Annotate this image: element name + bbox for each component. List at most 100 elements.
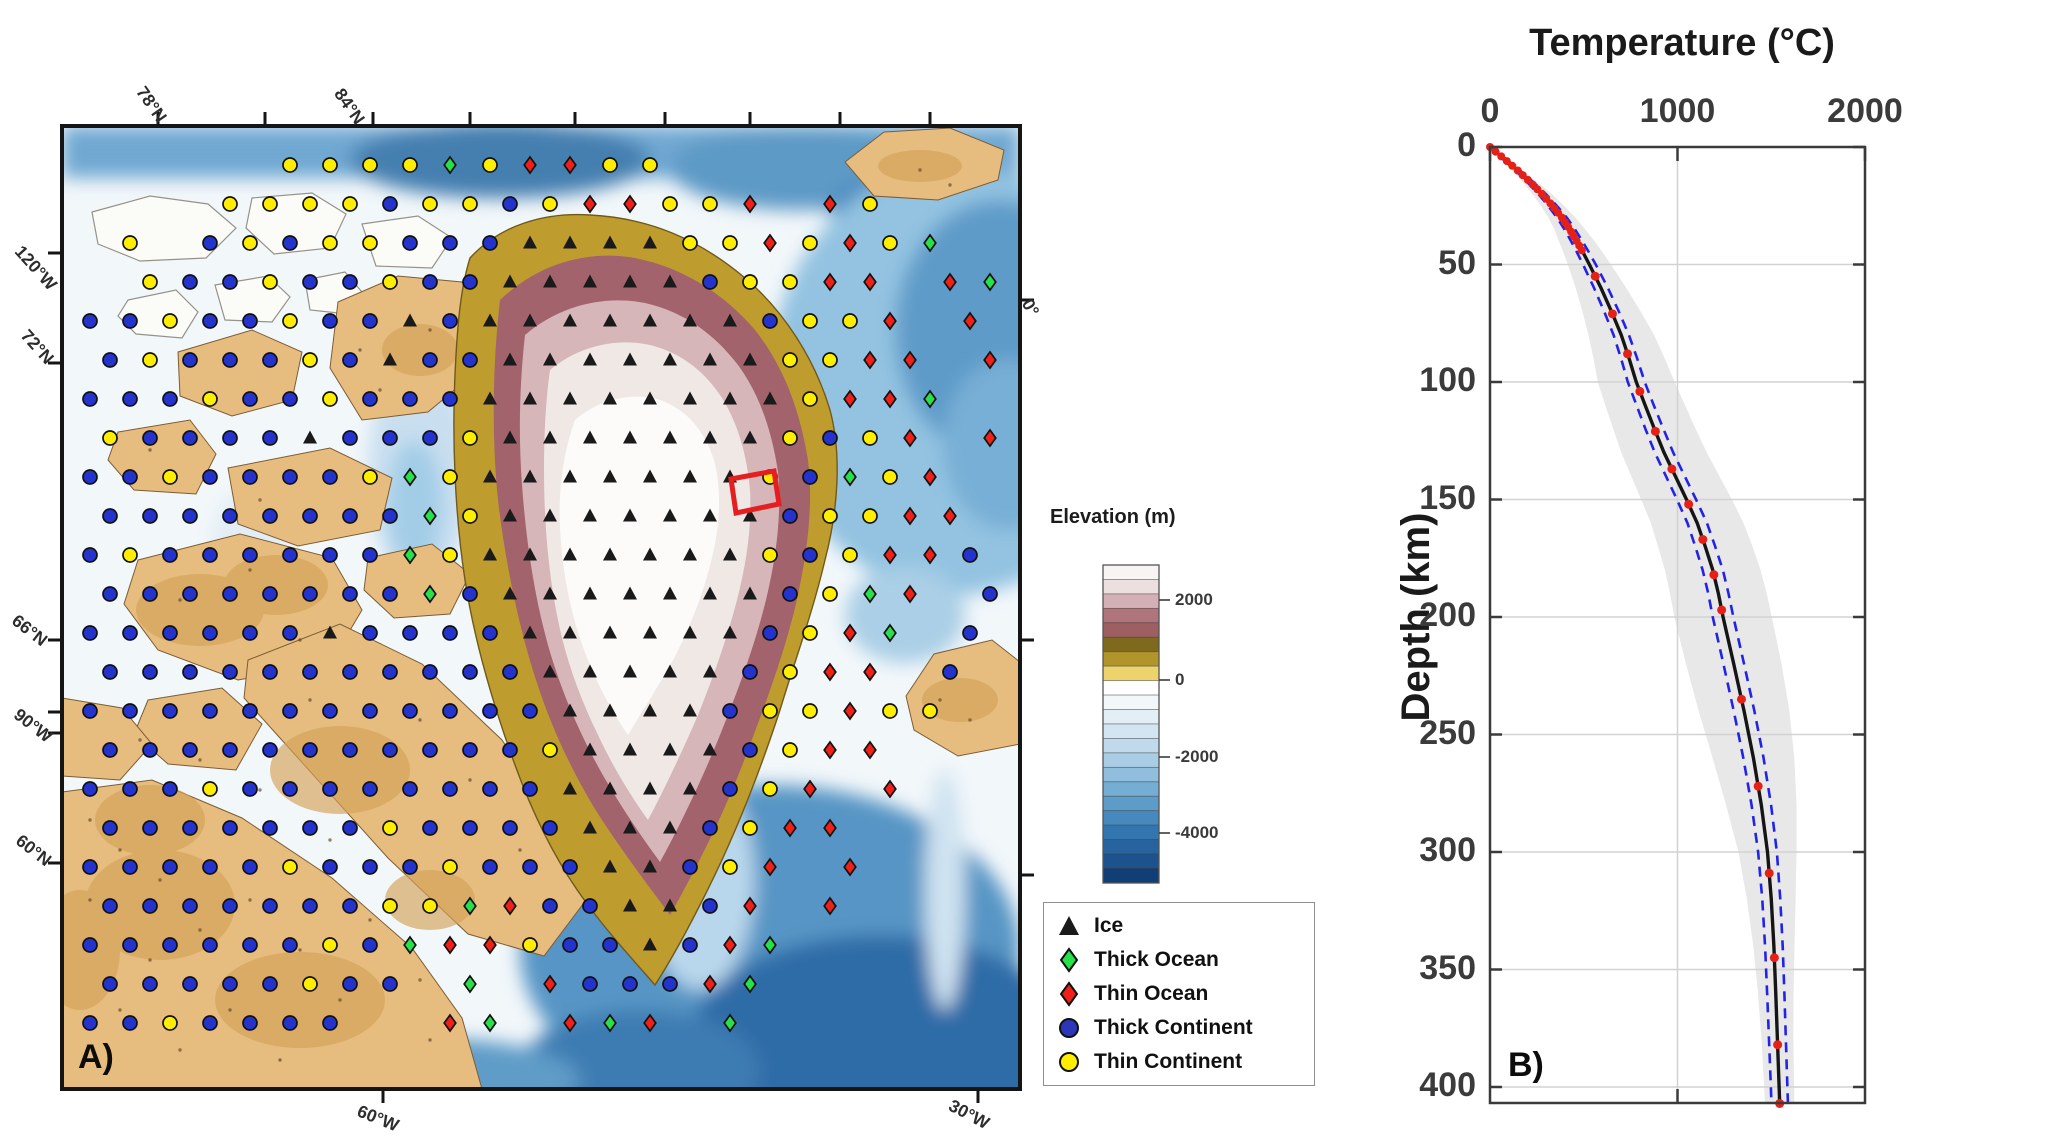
station-marker-thick-continent (242, 703, 258, 719)
station-marker-ice (683, 625, 697, 639)
station-marker-thin-continent (302, 196, 318, 212)
station-marker-thick-continent (222, 586, 238, 602)
station-marker-thick-continent (402, 235, 418, 251)
station-marker-ice (663, 742, 677, 756)
station-marker-thick-continent (262, 664, 278, 680)
colorbar-band (1102, 738, 1160, 754)
station-marker-thin-continent (462, 430, 478, 446)
station-marker-thick-continent (182, 820, 198, 836)
station-marker-ice (703, 430, 717, 444)
station-marker-ice (543, 586, 557, 600)
station-marker-ice (643, 547, 657, 561)
station-marker-ice (563, 469, 577, 483)
station-marker-thick-continent (742, 742, 758, 758)
colorbar-band (1102, 564, 1160, 580)
station-marker-thin-continent (162, 1015, 178, 1031)
station-marker-thick-continent (342, 898, 358, 914)
station-marker-thick-continent (262, 742, 278, 758)
station-marker-thick-continent (182, 274, 198, 290)
data-point (1667, 464, 1677, 474)
station-marker-ice (663, 430, 677, 444)
station-marker-thick-continent (302, 742, 318, 758)
station-marker-ice (683, 469, 697, 483)
station-marker-ice (603, 547, 617, 561)
station-marker-thick-continent (702, 898, 718, 914)
colorbar-band (1102, 723, 1160, 739)
legend-item-label: Thin Continent (1094, 1050, 1243, 1073)
station-marker-thick-continent (82, 313, 98, 329)
station-marker-thin-ocean (883, 545, 897, 565)
station-marker-ice (483, 547, 497, 561)
station-marker-thin-ocean (943, 272, 957, 292)
station-marker-ice (563, 391, 577, 405)
station-marker-ice (543, 274, 557, 288)
station-marker-thin-continent (642, 157, 658, 173)
station-marker-thin-continent (662, 196, 678, 212)
station-marker-ice (603, 781, 617, 795)
station-marker-thick-continent (582, 898, 598, 914)
station-marker-ice (683, 547, 697, 561)
station-marker-thin-ocean (983, 428, 997, 448)
station-marker-thick-continent (522, 703, 538, 719)
station-marker-ice (663, 508, 677, 522)
station-marker-thin-ocean (903, 428, 917, 448)
station-marker-ice (623, 820, 637, 834)
station-marker-thin-continent (322, 157, 338, 173)
data-point (1650, 426, 1660, 436)
y-tick-label: 200 (1419, 596, 1476, 634)
legend-item-label: Thick Continent (1094, 1016, 1253, 1039)
station-marker-thick-continent (282, 469, 298, 485)
colorbar-tick-label: -2000 (1175, 747, 1219, 766)
station-marker-thick-ocean (743, 974, 757, 994)
station-marker-thick-continent (342, 274, 358, 290)
station-marker-thin-ocean (443, 935, 457, 955)
station-marker-thick-continent (522, 781, 538, 797)
station-marker-thick-continent (302, 820, 318, 836)
station-marker-thick-continent (202, 703, 218, 719)
station-marker-thin-ocean (823, 194, 837, 214)
station-marker-thin-continent (742, 820, 758, 836)
station-marker-thick-continent (302, 586, 318, 602)
station-marker-thick-continent (502, 742, 518, 758)
station-marker-thin-continent (882, 235, 898, 251)
station-marker-thin-ocean (443, 1013, 457, 1033)
station-marker-thick-continent (142, 820, 158, 836)
station-marker-thick-continent (482, 703, 498, 719)
station-marker-thick-continent (702, 820, 718, 836)
station-marker-thin-ocean (783, 818, 797, 838)
station-marker-thick-continent (142, 430, 158, 446)
station-marker-ice (523, 469, 537, 483)
spread-band (1490, 147, 1797, 1104)
station-marker-thin-ocean (943, 506, 957, 526)
station-marker-ice (663, 664, 677, 678)
station-marker-ice (503, 352, 517, 366)
station-marker-thin-ocean (843, 701, 857, 721)
station-marker-thick-ocean (923, 233, 937, 253)
station-marker-ice (643, 469, 657, 483)
station-marker-thick-continent (222, 898, 238, 914)
station-markers-layer (82, 155, 998, 1033)
station-marker-thick-continent (82, 1015, 98, 1031)
station-marker-thick-continent (142, 742, 158, 758)
station-marker-ice (523, 625, 537, 639)
station-marker-thick-continent (342, 976, 358, 992)
y-tick-label: 350 (1419, 948, 1476, 987)
data-point-dense (1491, 147, 1500, 156)
station-marker-ice (623, 898, 637, 912)
elevation-colorbar (1102, 564, 1170, 884)
station-marker-thick-continent (802, 547, 818, 563)
station-marker-thin-ocean (743, 896, 757, 916)
colorbar-band (1102, 593, 1160, 609)
legend-thick-continent-icon (1059, 1018, 1079, 1038)
station-marker-thin-ocean (863, 350, 877, 370)
station-marker-thin-continent (842, 547, 858, 563)
colorbar-band (1102, 824, 1160, 841)
station-marker-thick-continent (262, 508, 278, 524)
station-marker-thick-continent (382, 586, 398, 602)
station-marker-thin-ocean (803, 779, 817, 799)
station-marker-thick-continent (442, 235, 458, 251)
station-marker-thick-continent (202, 547, 218, 563)
station-marker-ice (523, 313, 537, 327)
station-marker-thick-continent (402, 625, 418, 641)
station-marker-thick-continent (322, 1015, 338, 1031)
